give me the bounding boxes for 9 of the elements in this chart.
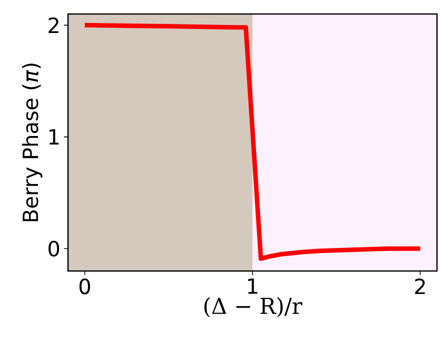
x-tick-label: 0 [79, 278, 90, 294]
x-axis-title: (Δ − R)/r [204, 297, 302, 318]
y-tick-label: 2 [48, 17, 58, 33]
line-series [82, 22, 422, 261]
x-tick-label: 2 [415, 278, 425, 294]
y-axis-title: Berry Phase (π) [22, 64, 42, 222]
y-tick-label: 1 [49, 129, 59, 145]
y-tick-label: 0 [48, 240, 60, 257]
x-tick-label: 1 [248, 278, 258, 294]
